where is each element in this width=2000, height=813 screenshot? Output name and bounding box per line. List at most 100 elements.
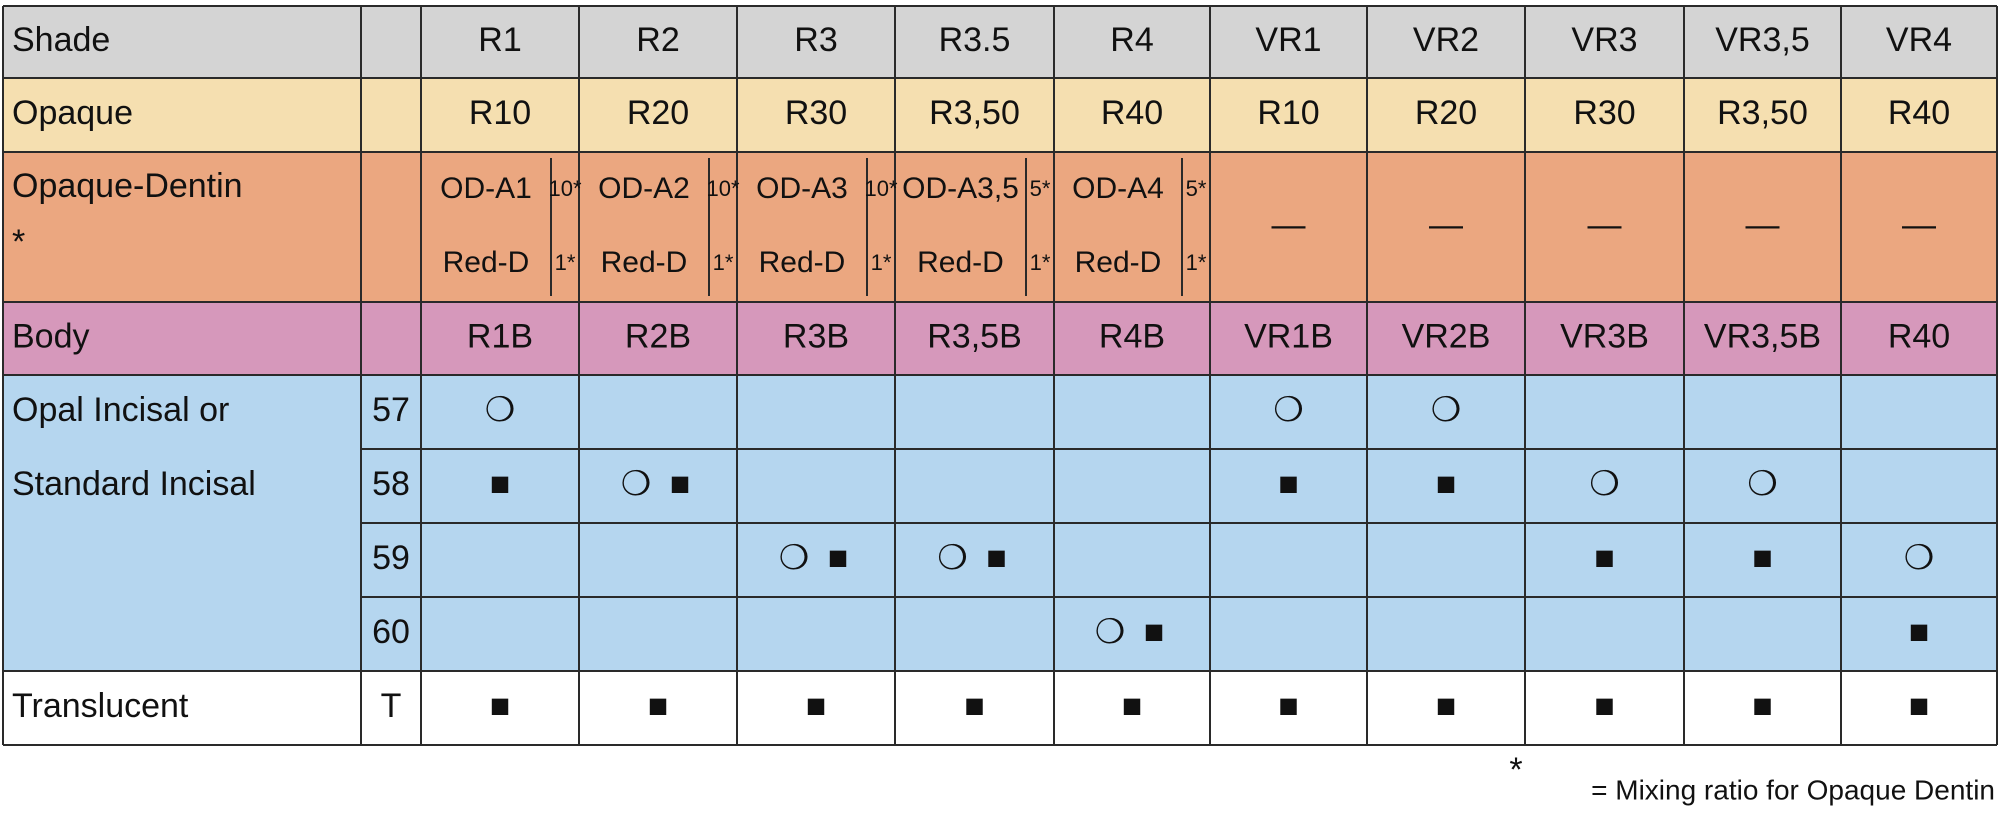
row-bg <box>3 78 1997 152</box>
mark: ■ <box>490 465 511 503</box>
mark: ■ <box>648 687 669 725</box>
cell: Red-D <box>759 246 846 279</box>
cell: — <box>1272 206 1306 244</box>
ratio: 1* <box>713 250 734 275</box>
row-number: 57 <box>372 391 410 429</box>
ratio: 10* <box>706 176 739 201</box>
row-label: Opaque-Dentin <box>12 167 243 205</box>
column-header: R2 <box>636 21 679 59</box>
column-header: R3.5 <box>939 21 1011 59</box>
cell: R20 <box>1415 94 1477 132</box>
cell: R4B <box>1099 317 1165 355</box>
ratio: 1* <box>555 250 576 275</box>
cell: VR2B <box>1402 317 1491 355</box>
row-number: 59 <box>372 539 410 577</box>
cell: R30 <box>1573 94 1635 132</box>
cell: Red-D <box>443 246 530 279</box>
mark: ❍ <box>779 539 809 577</box>
ratio: 10* <box>864 176 897 201</box>
mark: ❍ <box>937 539 967 577</box>
cell: OD-A3 <box>756 172 848 205</box>
cell: VR3B <box>1560 317 1649 355</box>
mark: ■ <box>1752 539 1773 577</box>
mark: ■ <box>1122 687 1143 725</box>
row-bg <box>3 6 1997 78</box>
mark: ■ <box>670 465 691 503</box>
mark: ■ <box>1436 465 1457 503</box>
ratio: 5* <box>1030 176 1051 201</box>
cell: OD-A2 <box>598 172 690 205</box>
ratio: 5* <box>1186 176 1207 201</box>
mark: ■ <box>490 687 511 725</box>
cell: R30 <box>785 94 847 132</box>
cell: R10 <box>1257 94 1319 132</box>
cell: OD-A3,5 <box>902 172 1019 205</box>
mark: ❍ <box>1095 613 1125 651</box>
mark: ■ <box>1436 687 1457 725</box>
row-bg <box>3 302 1997 375</box>
cell: R3,5B <box>927 317 1022 355</box>
mark: ■ <box>986 539 1007 577</box>
cell: Red-D <box>917 246 1004 279</box>
cell: — <box>1902 206 1936 244</box>
row-label: Translucent <box>12 687 189 725</box>
mark: ❍ <box>1589 465 1619 503</box>
cell: Red-D <box>1075 246 1162 279</box>
row-label: * <box>12 223 25 261</box>
footnote-text: = Mixing ratio for Opaque Dentin <box>1591 774 1995 805</box>
mark: ■ <box>1278 687 1299 725</box>
column-header: R1 <box>478 21 521 59</box>
mark: ■ <box>1144 613 1165 651</box>
mark: ■ <box>964 687 985 725</box>
ratio: 10* <box>548 176 581 201</box>
mark: ❍ <box>621 465 651 503</box>
mark: ■ <box>1594 687 1615 725</box>
mark: ❍ <box>1431 391 1461 429</box>
cell: Red-D <box>601 246 688 279</box>
column-header: VR4 <box>1886 21 1952 59</box>
cell: R1B <box>467 317 533 355</box>
row-label: Body <box>12 317 90 355</box>
ratio: 1* <box>1030 250 1051 275</box>
cell: VR3,5B <box>1704 317 1821 355</box>
column-header: VR1 <box>1255 21 1321 59</box>
cell: R40 <box>1101 94 1163 132</box>
mark: ❍ <box>485 391 515 429</box>
cell: R40 <box>1888 317 1950 355</box>
cell: R10 <box>469 94 531 132</box>
cell: VR1B <box>1244 317 1333 355</box>
cell: R3,50 <box>1717 94 1808 132</box>
footnote-star: * <box>1509 751 1522 789</box>
cell: R3,50 <box>929 94 1020 132</box>
cell: OD-A1 <box>440 172 532 205</box>
row-bg <box>3 152 1997 302</box>
cell: — <box>1746 206 1780 244</box>
row-label: Opaque <box>12 94 133 132</box>
cell: OD-A4 <box>1072 172 1164 205</box>
mark: ❍ <box>1273 391 1303 429</box>
row-number: 58 <box>372 465 410 503</box>
cell: R40 <box>1888 94 1950 132</box>
mark: ■ <box>1909 613 1930 651</box>
cell: R2B <box>625 317 691 355</box>
mark: ■ <box>1909 687 1930 725</box>
row-number: 60 <box>372 613 410 651</box>
cell: R20 <box>627 94 689 132</box>
mark: ■ <box>1278 465 1299 503</box>
column-header: R4 <box>1110 21 1153 59</box>
column-header: VR3,5 <box>1715 21 1810 59</box>
ratio: 1* <box>871 250 892 275</box>
row-number: T <box>381 687 402 725</box>
row-bg <box>3 671 1997 745</box>
cell: — <box>1429 206 1463 244</box>
column-header: VR3 <box>1571 21 1637 59</box>
row-label: Opal Incisal or <box>12 391 229 429</box>
cell: — <box>1588 206 1622 244</box>
cell: R3B <box>783 317 849 355</box>
row-label: Standard Incisal <box>12 465 256 503</box>
mark: ■ <box>806 687 827 725</box>
ratio: 1* <box>1186 250 1207 275</box>
mark: ❍ <box>1904 539 1934 577</box>
column-header: R3 <box>794 21 837 59</box>
